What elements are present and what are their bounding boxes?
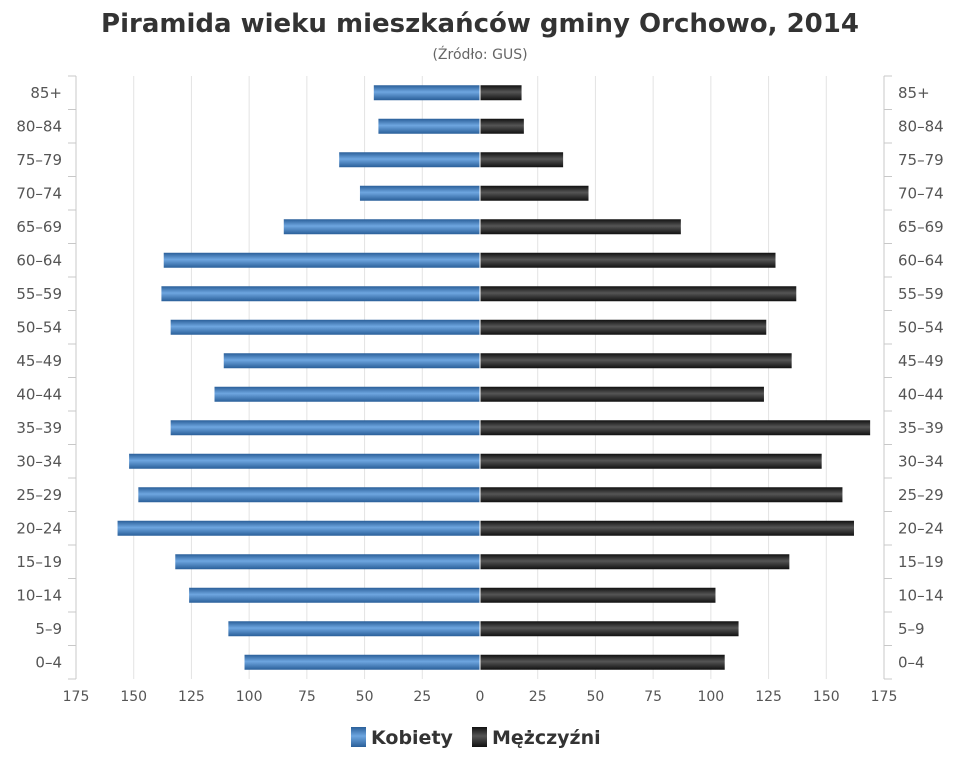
bar-kobiety[interactable] (161, 286, 480, 302)
category-label-right: 10–14 (898, 586, 944, 604)
bar-kobiety[interactable] (223, 353, 480, 369)
category-label-left: 85+ (30, 84, 62, 102)
x-tick-label: 125 (755, 689, 782, 705)
legend-label-mezczyzni[interactable]: Mężczyźni (492, 727, 601, 749)
category-label-right: 75–79 (898, 151, 944, 169)
category-label-right: 85+ (898, 84, 930, 102)
category-label-right: 70–74 (898, 184, 944, 202)
bar-mezczyzni[interactable] (480, 286, 797, 302)
bar-kobiety[interactable] (359, 185, 480, 201)
x-tick-label: 175 (871, 689, 898, 705)
category-label-left: 45–49 (16, 352, 62, 370)
x-tick-label: 25 (529, 689, 547, 705)
bar-mezczyzni[interactable] (480, 587, 716, 603)
bar-kobiety[interactable] (170, 420, 480, 436)
x-tick-label: 75 (298, 689, 316, 705)
bar-kobiety[interactable] (244, 654, 480, 670)
bar-kobiety[interactable] (129, 453, 480, 469)
bar-mezczyzni[interactable] (480, 353, 792, 369)
x-tick-label: 100 (697, 689, 724, 705)
category-label-left: 20–24 (16, 519, 62, 537)
bar-mezczyzni[interactable] (480, 453, 822, 469)
category-label-left: 10–14 (16, 586, 62, 604)
axes: 175 150 125 100 75 50 25 0 25 50 75 100 125 150 175 85+… (16, 75, 944, 705)
bar-kobiety[interactable] (214, 386, 480, 402)
category-label-right: 55–59 (898, 285, 944, 303)
category-label-left: 60–64 (16, 251, 62, 269)
category-label-right: 65–69 (898, 218, 944, 236)
category-label-left: 25–29 (16, 486, 62, 504)
bar-kobiety[interactable] (283, 219, 480, 235)
x-tick-label: 125 (178, 689, 205, 705)
bar-mezczyzni[interactable] (480, 386, 764, 402)
bar-mezczyzni[interactable] (480, 185, 589, 201)
x-tick-label: 100 (236, 689, 263, 705)
category-label-right: 30–34 (898, 452, 944, 470)
bar-kobiety[interactable] (163, 252, 480, 268)
bar-kobiety[interactable] (170, 319, 480, 335)
bar-mezczyzni[interactable] (480, 319, 767, 335)
bar-mezczyzni[interactable] (480, 152, 564, 168)
category-label-right: 20–24 (898, 519, 944, 537)
category-label-right: 25–29 (898, 486, 944, 504)
category-label-right: 50–54 (898, 318, 944, 336)
category-label-left: 15–19 (16, 553, 62, 571)
chart-subtitle: (Źródło: GUS) (432, 45, 527, 63)
bar-kobiety[interactable] (378, 118, 480, 134)
bar-mezczyzni[interactable] (480, 621, 739, 637)
bar-kobiety[interactable] (175, 554, 481, 570)
bar-mezczyzni[interactable] (480, 520, 854, 536)
bar-kobiety[interactable] (373, 85, 480, 101)
bar-mezczyzni[interactable] (480, 118, 524, 134)
chart-title: Piramida wieku mieszkańców gminy Orchowo… (101, 9, 859, 39)
x-tick-label: 150 (813, 689, 840, 705)
category-label-left: 5–9 (35, 620, 62, 638)
x-tick-label: 25 (413, 689, 431, 705)
bar-mezczyzni[interactable] (480, 554, 790, 570)
bar-mezczyzni[interactable] (480, 85, 522, 101)
x-tick-label: 175 (63, 689, 90, 705)
category-label-right: 80–84 (898, 117, 944, 135)
legend-swatch-mezczyzni[interactable] (472, 727, 487, 747)
bar-kobiety[interactable] (339, 152, 480, 168)
x-tick-label: 0 (476, 689, 485, 705)
category-label-right: 0–4 (898, 653, 925, 671)
category-label-left: 0–4 (35, 653, 62, 671)
category-label-right: 5–9 (898, 620, 925, 638)
category-label-right: 15–19 (898, 553, 944, 571)
bar-kobiety[interactable] (189, 587, 480, 603)
bar-mezczyzni[interactable] (480, 420, 871, 436)
x-tick-label: 75 (644, 689, 662, 705)
legend[interactable]: Kobiety Mężczyźni (351, 727, 601, 749)
category-label-left: 65–69 (16, 218, 62, 236)
bar-mezczyzni[interactable] (480, 487, 843, 503)
legend-label-kobiety[interactable]: Kobiety (371, 727, 454, 749)
x-tick-label: 50 (356, 689, 374, 705)
bars (117, 76, 871, 679)
category-label-right: 40–44 (898, 385, 944, 403)
category-label-left: 75–79 (16, 151, 62, 169)
bar-mezczyzni[interactable] (480, 219, 681, 235)
category-label-left: 40–44 (16, 385, 62, 403)
grid-lines (75, 76, 885, 679)
category-label-left: 55–59 (16, 285, 62, 303)
bar-mezczyzni[interactable] (480, 252, 776, 268)
category-label-left: 50–54 (16, 318, 62, 336)
x-tick-label: 50 (587, 689, 605, 705)
category-label-left: 70–74 (16, 184, 62, 202)
category-label-left: 80–84 (16, 117, 62, 135)
category-label-right: 60–64 (898, 251, 944, 269)
legend-swatch-kobiety[interactable] (351, 727, 366, 747)
bar-mezczyzni[interactable] (480, 654, 725, 670)
category-label-right: 45–49 (898, 352, 944, 370)
category-label-right: 35–39 (898, 419, 944, 437)
x-tick-label: 150 (120, 689, 147, 705)
bar-kobiety[interactable] (117, 520, 480, 536)
bar-kobiety[interactable] (228, 621, 480, 637)
category-label-left: 35–39 (16, 419, 62, 437)
category-label-left: 30–34 (16, 452, 62, 470)
bar-kobiety[interactable] (138, 487, 480, 503)
